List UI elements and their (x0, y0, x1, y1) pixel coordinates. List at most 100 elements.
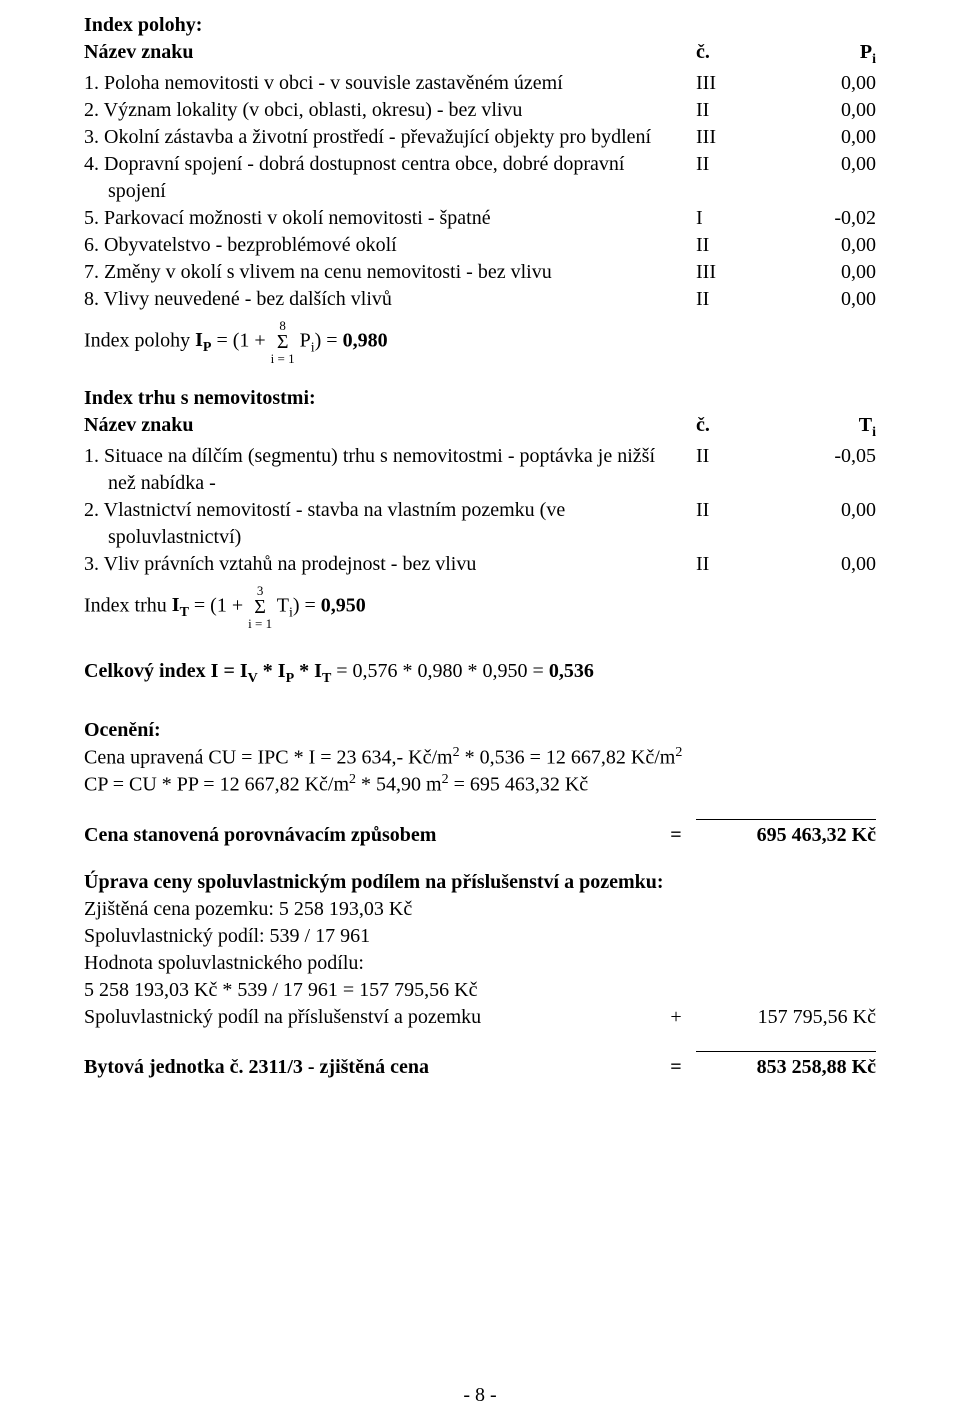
oceneni-line1: Cena upravená CU = IPC * I = 23 634,- Kč… (84, 744, 876, 772)
uprava-l3: Hodnota spoluvlastnického podílu: (84, 950, 876, 977)
row-label: Spoluvlastnický podíl na příslušenství a… (84, 1004, 656, 1031)
table-row: 2. Vlastnictví nemovitostí - stavba na v… (84, 497, 876, 524)
row-label: 7. Změny v okolí s vlivem na cenu nemovi… (84, 259, 696, 286)
table-row: 6. Obyvatelstvo - bezproblémové okolí II… (84, 232, 876, 259)
row-c: III (696, 70, 766, 97)
index-trhu-heading: Index trhu s nemovitostmi: (84, 385, 876, 412)
row-label: 6. Obyvatelstvo - bezproblémové okolí (84, 232, 696, 259)
row-eq: = (656, 822, 696, 849)
index-trhu-formula: Index trhu IT = (1 + 3Σi = 1 Ti) = 0,950 (84, 584, 876, 630)
row-c: III (696, 124, 766, 151)
formula-result: 0,980 (343, 329, 388, 351)
index-polohy-heading: Index polohy: (84, 12, 876, 39)
row-v: 0,00 (766, 497, 876, 524)
row-v: 0,00 (766, 286, 876, 313)
col-c: č. (696, 412, 766, 443)
row-v: 0,00 (766, 232, 876, 259)
col-name: Název znaku (84, 39, 696, 70)
table-row: 7. Změny v okolí s vlivem na cenu nemovi… (84, 259, 876, 286)
row-val: 695 463,32 Kč (696, 819, 876, 849)
row-c: II (696, 151, 766, 178)
row-label: 2. Vlastnictví nemovitostí - stavba na v… (84, 497, 696, 524)
row-label: 4. Dopravní spojení - dobrá dostupnost c… (84, 151, 696, 178)
row-eq: = (656, 1054, 696, 1081)
index-trhu-header: Název znaku č. Ti (84, 412, 876, 443)
col-name: Název znaku (84, 412, 696, 443)
row-c: III (696, 259, 766, 286)
row-label: 2. Význam lokality (v obci, oblasti, okr… (84, 97, 696, 124)
row-v: 0,00 (766, 97, 876, 124)
row-val: 853 258,88 Kč (696, 1051, 876, 1081)
col-c: č. (696, 39, 766, 70)
row-label: Cena stanovená porovnávacím způsobem (84, 822, 656, 849)
uprava-l2: Spoluvlastnický podíl: 539 / 17 961 (84, 923, 876, 950)
oceneni-heading: Ocenění: (84, 717, 876, 744)
table-row: 4. Dopravní spojení - dobrá dostupnost c… (84, 151, 876, 178)
formula-lhs: Index trhu (84, 594, 172, 616)
formula-rhs-b: ) = (293, 594, 321, 616)
row-v: -0,02 (766, 205, 876, 232)
table-row: 3. Vliv právních vztahů na prodejnost - … (84, 551, 876, 578)
final-row: Bytová jednotka č. 2311/3 - zjištěná cen… (84, 1051, 876, 1081)
row-label: 5. Parkovací možnosti v okolí nemovitost… (84, 205, 696, 232)
index-polohy-header: Název znaku č. Pi (84, 39, 876, 70)
row-c: II (696, 97, 766, 124)
table-row: 5. Parkovací možnosti v okolí nemovitost… (84, 205, 876, 232)
table-row: 8. Vlivy neuvedené - bez dalších vlivů I… (84, 286, 876, 313)
table-row-cont: spojení (84, 178, 876, 205)
formula-eq: = (1 + (189, 594, 248, 616)
row-c: II (696, 551, 766, 578)
row-v: 0,00 (766, 151, 876, 178)
formula-rhs-b: ) = (315, 329, 343, 351)
row-label: Bytová jednotka č. 2311/3 - zjištěná cen… (84, 1054, 656, 1081)
uprava-heading: Úprava ceny spoluvlastnickým podílem na … (84, 869, 876, 896)
sigma-icon: 3Σi = 1 (248, 584, 272, 630)
col-v: Ti (766, 412, 876, 443)
row-label-cont: spojení (84, 178, 696, 205)
row-v: -0,05 (766, 443, 876, 470)
heading-text: Index trhu s nemovitostmi: (84, 385, 316, 412)
row-eq: + (656, 1004, 696, 1031)
oceneni-line2: CP = CU * PP = 12 667,82 Kč/m2 * 54,90 m… (84, 771, 876, 799)
row-label: 1. Situace na dílčím (segmentu) trhu s n… (84, 443, 696, 470)
row-val: 157 795,56 Kč (696, 1004, 876, 1031)
row-label: 3. Vliv právních vztahů na prodejnost - … (84, 551, 696, 578)
heading-text: Úprava ceny spoluvlastnickým podílem na … (84, 869, 664, 896)
row-v: 0,00 (766, 124, 876, 151)
uprava-l1: Zjištěná cena pozemku: 5 258 193,03 Kč (84, 896, 876, 923)
col-v: Pi (766, 39, 876, 70)
cena-porovnavaci-row: Cena stanovená porovnávacím způsobem = 6… (84, 819, 876, 849)
table-row: 1. Poloha nemovitosti v obci - v souvisl… (84, 70, 876, 97)
table-row: 2. Význam lokality (v obci, oblasti, okr… (84, 97, 876, 124)
row-label: 3. Okolní zástavba a životní prostředí -… (84, 124, 696, 151)
table-row: 3. Okolní zástavba a životní prostředí -… (84, 124, 876, 151)
formula-eq: = (1 + (211, 329, 270, 351)
row-v: 0,00 (766, 259, 876, 286)
formula-lhs: Index polohy (84, 329, 195, 351)
row-label: 1. Poloha nemovitosti v obci - v souvisl… (84, 70, 696, 97)
uprava-l4: 5 258 193,03 Kč * 539 / 17 961 = 157 795… (84, 977, 876, 1004)
celkovy-result: 0,536 (549, 660, 594, 682)
sigma-icon: 8Σi = 1 (271, 319, 295, 365)
row-label-cont: spoluvlastnictví) (84, 524, 696, 551)
celkovy-a: Celkový index I = I (84, 660, 248, 682)
row-label: 8. Vlivy neuvedené - bez dalších vlivů (84, 286, 696, 313)
uprava-result-row: Spoluvlastnický podíl na příslušenství a… (84, 1004, 876, 1031)
page-number: - 8 - (0, 1384, 960, 1407)
index-polohy-formula: Index polohy IP = (1 + 8Σi = 1 Pi) = 0,9… (84, 319, 876, 365)
celkovy-index: Celkový index I = IV * IP * IT = 0,576 *… (84, 658, 876, 689)
heading-text: Index polohy: (84, 12, 202, 39)
row-v: 0,00 (766, 551, 876, 578)
row-c: II (696, 443, 766, 470)
formula-result: 0,950 (321, 594, 366, 616)
row-c: II (696, 286, 766, 313)
row-c: I (696, 205, 766, 232)
table-row-cont: než nabídka - (84, 470, 876, 497)
row-c: II (696, 232, 766, 259)
row-label-cont: než nabídka - (84, 470, 696, 497)
table-row: 1. Situace na dílčím (segmentu) trhu s n… (84, 443, 876, 470)
row-c: II (696, 497, 766, 524)
table-row-cont: spoluvlastnictví) (84, 524, 876, 551)
formula-rhs-a: T (272, 594, 289, 616)
heading-text: Ocenění: (84, 717, 161, 744)
